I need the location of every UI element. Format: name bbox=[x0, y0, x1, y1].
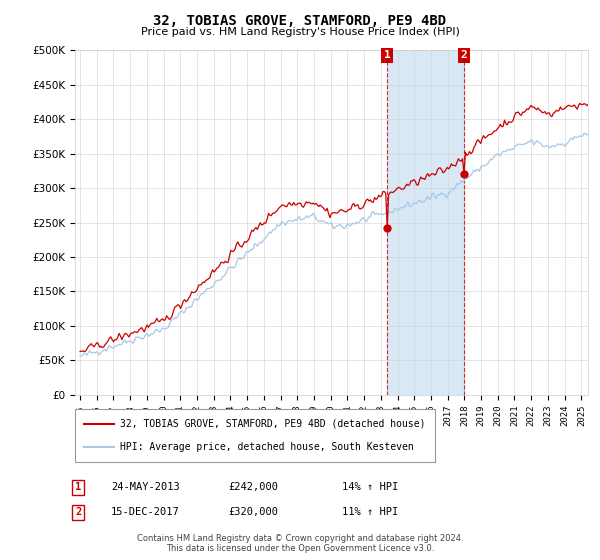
Text: 32, TOBIAS GROVE, STAMFORD, PE9 4BD: 32, TOBIAS GROVE, STAMFORD, PE9 4BD bbox=[154, 14, 446, 28]
Text: Price paid vs. HM Land Registry's House Price Index (HPI): Price paid vs. HM Land Registry's House … bbox=[140, 27, 460, 37]
Text: £242,000: £242,000 bbox=[228, 482, 278, 492]
Text: 11% ↑ HPI: 11% ↑ HPI bbox=[342, 507, 398, 517]
Text: Contains HM Land Registry data © Crown copyright and database right 2024.
This d: Contains HM Land Registry data © Crown c… bbox=[137, 534, 463, 553]
Text: 2: 2 bbox=[460, 50, 467, 60]
Text: 1: 1 bbox=[75, 482, 81, 492]
Text: £320,000: £320,000 bbox=[228, 507, 278, 517]
Text: 32, TOBIAS GROVE, STAMFORD, PE9 4BD (detached house): 32, TOBIAS GROVE, STAMFORD, PE9 4BD (det… bbox=[120, 419, 425, 429]
Text: 15-DEC-2017: 15-DEC-2017 bbox=[111, 507, 180, 517]
Text: 24-MAY-2013: 24-MAY-2013 bbox=[111, 482, 180, 492]
Bar bbox=[387, 50, 464, 395]
Text: 14% ↑ HPI: 14% ↑ HPI bbox=[342, 482, 398, 492]
Text: 1: 1 bbox=[384, 50, 391, 60]
Text: 2: 2 bbox=[75, 507, 81, 517]
Text: HPI: Average price, detached house, South Kesteven: HPI: Average price, detached house, Sout… bbox=[120, 442, 414, 452]
